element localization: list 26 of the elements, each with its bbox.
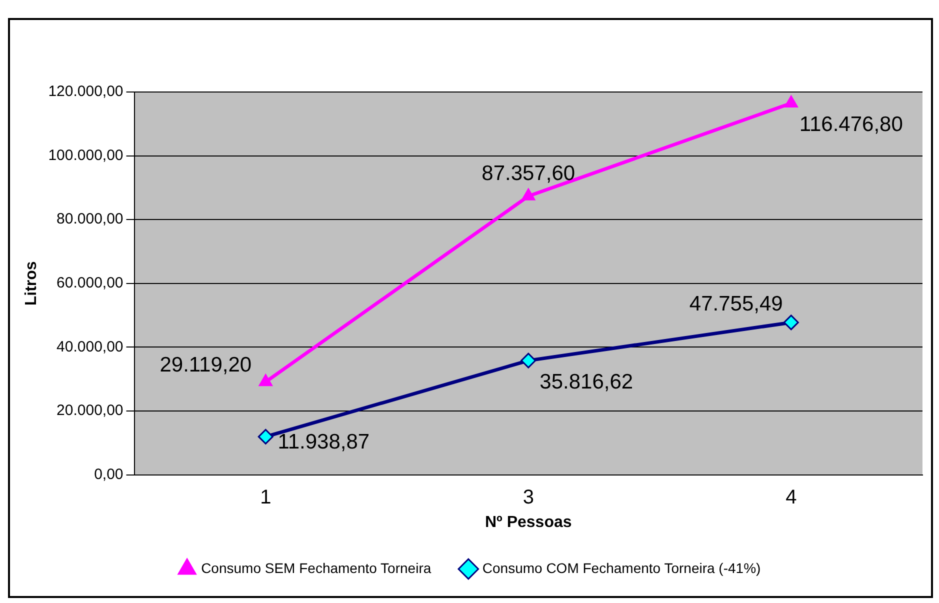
data-label: 87.357,60 (482, 162, 576, 185)
y-tick-label: 100.000,00 (48, 146, 124, 164)
point (783, 314, 799, 330)
data-label: 35.816,62 (540, 370, 634, 394)
point (520, 352, 536, 368)
y-tick-label: 80.000,00 (56, 210, 124, 228)
point (258, 428, 274, 444)
x-tick-label: 3 (522, 486, 534, 508)
data-label: 11.938,87 (278, 430, 370, 454)
point (784, 95, 798, 108)
legend-label: Consumo COM Fechamento Torneira (-41%) (482, 560, 761, 576)
x-axis-title: Nº Pessoas (484, 514, 572, 531)
data-label: 116.476,80 (799, 113, 903, 136)
y-tick-label: 60.000,00 (56, 274, 124, 292)
y-tick-label: 40.000,00 (56, 338, 124, 356)
x-tick-label: 4 (786, 486, 797, 508)
legend-label: Consumo SEM Fechamento Torneira (201, 560, 432, 576)
point (522, 188, 536, 200)
y-tick-label: 20.000,00 (56, 402, 124, 420)
point (258, 374, 272, 386)
data-label: 47.755,49 (689, 292, 783, 316)
x-tick-label: 1 (260, 486, 272, 508)
y-tick-label: 120.000,00 (48, 83, 124, 100)
y-axis-title: Litros (23, 261, 40, 306)
data-label: 29.119,20 (160, 354, 252, 377)
y-tick-label: 0,00 (94, 466, 124, 483)
